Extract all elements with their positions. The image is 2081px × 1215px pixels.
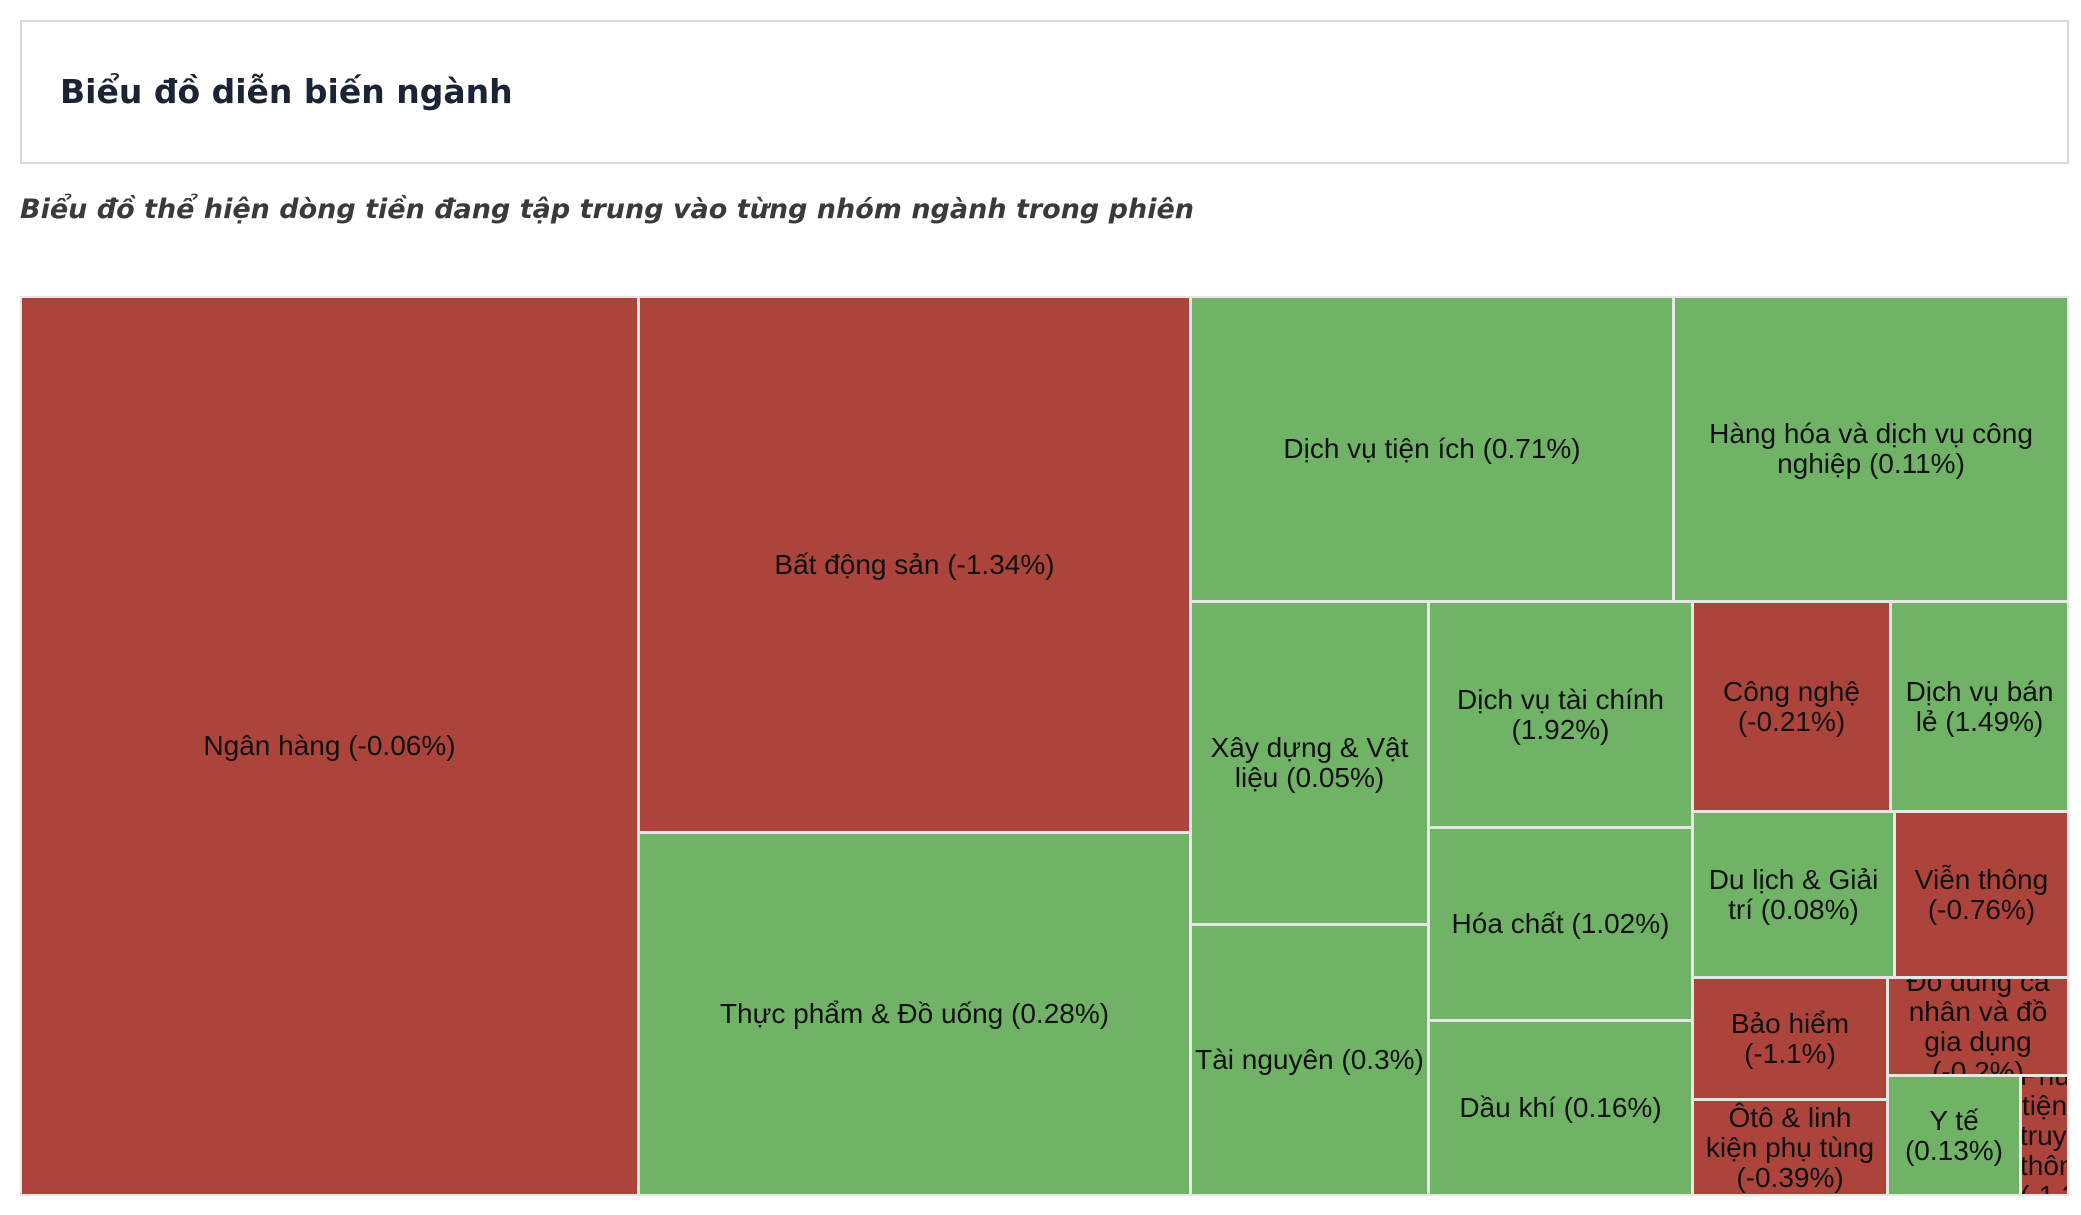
treemap-tile[interactable]: Thực phẩm & Đồ uống (0.28%) [638,832,1191,1196]
sector-treemap: Ngân hàng (-0.06%) Bất động sản (-1.34%) T… [20,296,2069,1196]
treemap-tile-label: Thực phẩm & Đồ uống (0.28%) [719,998,1110,1029]
treemap-tile-label: Đồ dùng cá nhân và đồ gia dụng (-0.2%) [1906,977,2050,1076]
treemap-tile-label: Công nghệ (-0.21%) [1722,675,1860,737]
chart-subtitle: Biểu đồ thể hiện dòng tiền đang tập trun… [20,194,1194,225]
treemap-tile[interactable]: Phương tiện truyền thông (-1.3 [2020,1075,2069,1196]
treemap-tile-label: Ôtô & linh kiện phụ tùng (-0.39%) [1705,1101,1875,1193]
treemap-tile-label: Bất động sản (-1.34%) [774,548,1055,580]
treemap-tile[interactable]: Xây dựng & Vật liệu (0.05%) [1190,601,1429,925]
treemap-tile[interactable]: Hóa chất (1.02%) [1428,827,1693,1021]
chart-card-title: Biểu đồ diễn biến ngành [60,72,513,111]
treemap-tile[interactable]: Công nghệ (-0.21%) [1692,601,1891,812]
treemap-tile-label: Phương tiện truyền thông (-1.3 [2020,1075,2069,1196]
treemap-tile[interactable]: Bất động sản (-1.34%) [638,296,1191,833]
treemap-tile-label: Dịch vụ bán lẻ (1.49%) [1905,675,2054,737]
treemap-tile[interactable]: Ngân hàng (-0.06%) [20,296,639,1196]
treemap-tile[interactable]: Dịch vụ tài chính (1.92%) [1428,601,1693,828]
treemap-tile[interactable]: Bảo hiểm (-1.1%) [1692,977,1888,1100]
treemap-tile-label: Bảo hiểm (-1.1%) [1730,1007,1850,1069]
treemap-tile[interactable]: Dầu khí (0.16%) [1428,1020,1693,1196]
treemap-tile-label: Ngân hàng (-0.06%) [203,730,456,761]
treemap-tile-label: Xây dựng & Vật liệu (0.05%) [1210,732,1409,793]
treemap-tile[interactable]: Viễn thông (-0.76%) [1894,811,2069,978]
treemap-tile[interactable]: Đồ dùng cá nhân và đồ gia dụng (-0.2%) [1887,977,2069,1076]
treemap-tile[interactable]: Dịch vụ bán lẻ (1.49%) [1890,601,2069,812]
treemap-tile-label: Hàng hóa và dịch vụ công nghiệp (0.11%) [1709,418,2033,479]
treemap-tile[interactable]: Hàng hóa và dịch vụ công nghiệp (0.11%) [1673,296,2069,602]
chart-header-card: Biểu đồ diễn biến ngành [20,20,2069,164]
treemap-tile[interactable]: Ôtô & linh kiện phụ tùng (-0.39%) [1692,1099,1888,1196]
treemap-tile-label: Hóa chất (1.02%) [1451,908,1670,939]
treemap-tile-label: Tài nguyên (0.3%) [1195,1044,1424,1075]
treemap-tile-label: Dầu khí (0.16%) [1459,1092,1662,1123]
treemap-tile[interactable]: Du lịch & Giải trí (0.08%) [1692,811,1895,978]
treemap-tile-label: Viễn thông (-0.76%) [1914,863,2049,925]
treemap-tile[interactable]: Tài nguyên (0.3%) [1190,924,1429,1196]
treemap-tile-label: Dịch vụ tiện ích (0.71%) [1283,433,1581,464]
treemap-tile-label: Y tế (0.13%) [1904,1104,2004,1166]
treemap-tile[interactable]: Y tế (0.13%) [1887,1075,2021,1196]
treemap-tile-label: Du lịch & Giải trí (0.08%) [1708,863,1879,925]
treemap-tile-label: Dịch vụ tài chính (1.92%) [1457,683,1664,745]
treemap-tile[interactable]: Dịch vụ tiện ích (0.71%) [1190,296,1674,602]
